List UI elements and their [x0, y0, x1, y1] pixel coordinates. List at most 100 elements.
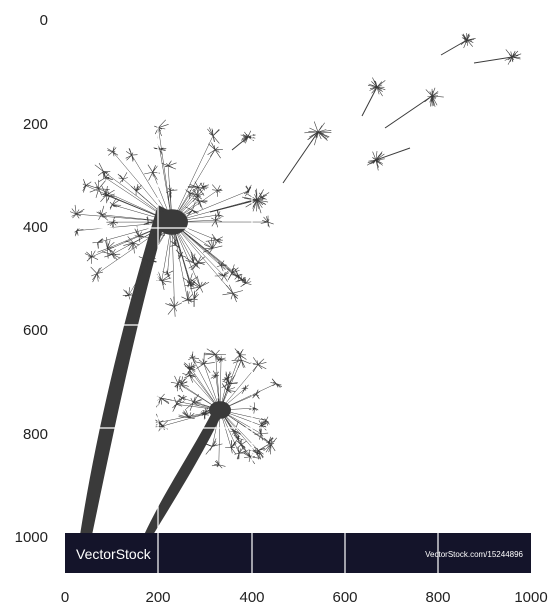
seed-filament: [74, 204, 77, 215]
seed-filament: [171, 221, 234, 294]
seed-filament: [266, 216, 269, 223]
seed-filament: [268, 444, 272, 453]
seed-filament: [228, 284, 234, 294]
seed-filament: [188, 262, 199, 269]
seed-filament: [158, 127, 166, 130]
seed-filament: [203, 410, 205, 415]
seed-filament: [160, 393, 165, 399]
seed-filament: [192, 254, 194, 263]
seed-filament: [317, 129, 327, 133]
seed-filament: [204, 411, 207, 415]
seed-filament: [174, 375, 179, 384]
seed-filament: [256, 189, 264, 201]
seed-filament: [96, 271, 103, 274]
seed-filament: [162, 420, 168, 427]
seed-filament: [112, 204, 122, 206]
seed-filament: [148, 221, 154, 223]
seed-filament: [118, 177, 124, 180]
seed-filament: [213, 145, 216, 150]
seed-filament: [135, 231, 140, 237]
seed-filament: [147, 259, 157, 263]
seed-filament: [188, 413, 195, 418]
seed-filament: [253, 450, 258, 454]
seed-filament: [270, 382, 277, 384]
seed-filament: [71, 208, 77, 215]
seed-filament: [431, 91, 439, 97]
seed-filament: [172, 404, 177, 409]
seed-filament: [74, 230, 78, 233]
seed-filament: [161, 162, 169, 167]
seed-filament: [243, 450, 251, 458]
seed-filament: [226, 292, 233, 294]
seed-filament: [109, 250, 113, 255]
seed-filament: [255, 394, 260, 399]
seed-filament: [257, 364, 263, 370]
seed-filament: [221, 383, 230, 388]
seed-filament: [112, 219, 116, 223]
seed-filament: [192, 394, 199, 403]
seed-filament: [191, 285, 195, 288]
seed-filament: [216, 190, 218, 194]
y-tick-label: 400: [23, 219, 48, 236]
seed-filament: [192, 186, 199, 191]
seed-filament: [189, 184, 199, 188]
seed-filament: [109, 221, 114, 226]
seed-filament: [317, 130, 332, 133]
seed-filament: [258, 450, 264, 455]
seed-filament: [138, 231, 143, 237]
seed-filament: [108, 151, 113, 156]
seed-filament: [310, 131, 319, 143]
seed-filament: [101, 185, 107, 196]
seed-filament: [218, 409, 221, 465]
seed-filament: [131, 152, 134, 156]
seed-filament: [85, 183, 89, 186]
seed-filament: [101, 214, 104, 218]
seed-filament: [259, 420, 267, 427]
seed-filament: [244, 456, 251, 458]
seed-filament: [262, 194, 267, 198]
seed-filament: [161, 280, 167, 286]
seed-filament: [241, 279, 247, 282]
seed-filament: [221, 275, 225, 281]
seed-filament: [194, 361, 204, 365]
seed-filament: [192, 210, 199, 213]
seed-filament: [112, 151, 115, 157]
seed-filament: [167, 273, 169, 277]
seed-filament: [265, 444, 272, 453]
seed-filament: [190, 367, 196, 372]
seed-filament: [193, 290, 195, 300]
seed-filament: [244, 199, 258, 203]
seed-filament: [170, 297, 175, 307]
seed-filament: [185, 257, 194, 264]
seed-filament: [123, 242, 134, 246]
seed-filament: [199, 186, 203, 191]
seed-filament: [270, 437, 273, 445]
seed-filament: [241, 359, 244, 365]
seed-filament: [252, 364, 259, 373]
seed-filament: [157, 271, 163, 281]
seed-filament: [234, 430, 241, 435]
seed-filament: [212, 135, 215, 142]
seed-filament: [243, 386, 246, 389]
seed-filament: [228, 272, 233, 279]
seed-filament: [264, 420, 267, 426]
seed-filament: [272, 383, 277, 387]
seed-filament: [195, 286, 201, 292]
seed-filament: [98, 211, 102, 215]
seed-filament: [371, 86, 378, 94]
seed-filament: [256, 199, 262, 214]
seed-filament: [125, 151, 132, 156]
seed-filament: [227, 376, 230, 384]
seed-filament: [76, 213, 173, 223]
seed-filament: [189, 273, 193, 283]
seed-filament: [207, 128, 214, 136]
seed-filament: [212, 238, 220, 249]
seed-filament: [207, 149, 216, 155]
seed-filament: [231, 269, 240, 274]
seed-filament: [368, 83, 378, 88]
seed-filament: [204, 413, 209, 416]
seed-filament: [427, 95, 433, 97]
seed-filament: [275, 383, 279, 386]
seed-filament: [218, 211, 221, 215]
seed-filament: [218, 214, 224, 217]
